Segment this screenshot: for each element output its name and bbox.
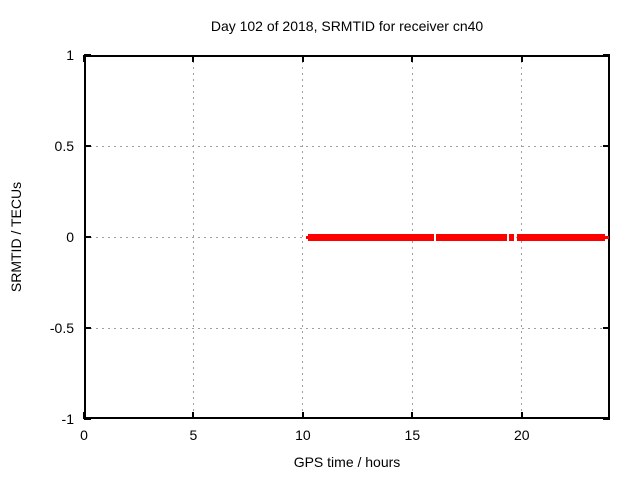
- series-line-segment: [435, 233, 507, 241]
- x-tick-label: 0: [80, 427, 88, 443]
- y-tick-mark-right: [603, 418, 610, 420]
- y-tick-label: 1: [66, 47, 74, 63]
- gridline-horizontal: [84, 145, 610, 147]
- series-line-segment: [308, 233, 434, 241]
- series-line-thin: [604, 235, 610, 239]
- y-tick-mark-left: [84, 327, 91, 329]
- gridline-horizontal: [84, 327, 610, 329]
- x-axis-label: GPS time / hours: [293, 454, 401, 470]
- x-tick-label: 20: [513, 427, 530, 443]
- y-tick-mark-right: [603, 327, 610, 329]
- y-tick-mark-left: [84, 54, 91, 56]
- x-tick-mark-top: [83, 55, 85, 62]
- x-tick-label: 10: [295, 427, 311, 443]
- series-line-segment: [516, 233, 606, 241]
- x-tick-mark-bottom: [83, 412, 85, 419]
- x-tick-mark-bottom: [301, 412, 304, 419]
- y-tick-mark-right: [603, 145, 610, 147]
- y-tick-mark-right: [603, 54, 610, 56]
- x-tick-mark-top: [192, 55, 195, 62]
- x-tick-mark-bottom: [520, 412, 523, 419]
- y-tick-label: -0.5: [49, 320, 74, 336]
- y-tick-label: 0: [66, 229, 74, 245]
- plot-area: 0 5 10 15 20 1 0.5 0 -0.5 -1: [50, 47, 610, 443]
- series-line-segment: [508, 233, 515, 241]
- x-tick-label: 15: [404, 427, 421, 443]
- y-tick-mark-left: [84, 418, 91, 420]
- x-tick-mark-top: [411, 55, 414, 62]
- chart-title: Day 102 of 2018, SRMTID for receiver cn4…: [210, 18, 484, 34]
- x-tick-mark-bottom: [411, 412, 414, 419]
- y-tick-label: 0.5: [54, 138, 74, 154]
- x-tick-mark-bottom: [192, 412, 195, 419]
- series-line-thin: [306, 235, 310, 239]
- y-tick-mark-left: [84, 236, 91, 238]
- y-tick-label: -1: [61, 411, 74, 427]
- x-tick-mark-top: [520, 55, 523, 62]
- x-tick-mark-top: [301, 55, 304, 62]
- y-tick-mark-left: [84, 145, 91, 147]
- x-tick-label: 5: [189, 427, 198, 443]
